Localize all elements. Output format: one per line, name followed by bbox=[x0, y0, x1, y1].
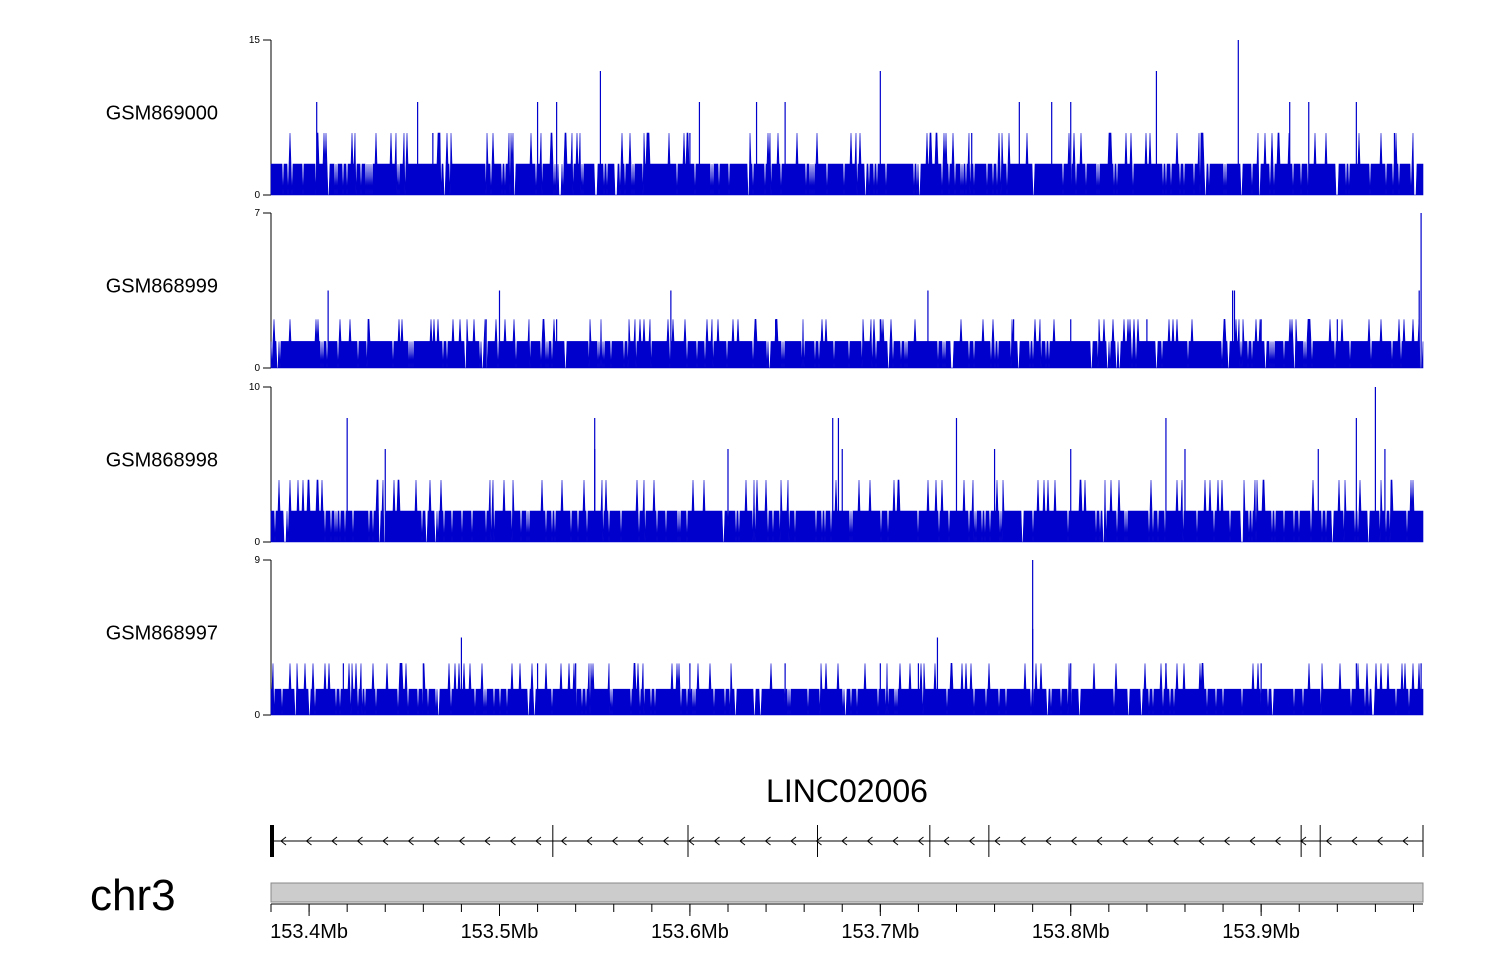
chromosome-bar bbox=[270, 882, 1424, 903]
y-tick-label: 10 bbox=[249, 382, 261, 393]
strand-arrow bbox=[637, 836, 644, 846]
y-tick-label: 7 bbox=[254, 208, 260, 219]
strand-arrow bbox=[407, 836, 414, 846]
x-tick-label: 153.7Mb bbox=[841, 921, 919, 943]
strand-arrow bbox=[688, 836, 695, 846]
y-tick-label: 0 bbox=[254, 537, 260, 548]
strand-arrow bbox=[1325, 836, 1332, 846]
strand-arrow bbox=[458, 836, 465, 846]
strand-arrow bbox=[662, 836, 669, 846]
strand-arrow bbox=[968, 836, 975, 846]
chromosome-label: chr3 bbox=[90, 871, 176, 920]
strand-arrow bbox=[815, 836, 822, 846]
strand-arrow bbox=[1351, 836, 1358, 846]
track-label: GSM868997 bbox=[106, 623, 218, 645]
strand-arrow bbox=[1045, 836, 1052, 846]
strand-arrow bbox=[484, 836, 491, 846]
strand-arrow bbox=[739, 836, 746, 846]
strand-arrow bbox=[790, 836, 797, 846]
strand-arrow bbox=[433, 836, 440, 846]
strand-arrow bbox=[560, 836, 567, 846]
strand-arrow bbox=[1198, 836, 1205, 846]
strand-arrow bbox=[1300, 836, 1307, 846]
strand-arrow bbox=[509, 836, 516, 846]
strand-arrow bbox=[917, 836, 924, 846]
strand-arrow bbox=[356, 836, 363, 846]
strand-arrow bbox=[535, 836, 542, 846]
strand-arrow bbox=[866, 836, 873, 846]
y-tick-label: 0 bbox=[254, 190, 260, 201]
track-GSM868997: GSM868997 9 0 bbox=[106, 555, 1424, 721]
y-tick-label: 9 bbox=[254, 555, 260, 566]
gene-model bbox=[270, 825, 1424, 857]
track-GSM868998: GSM868998 10 0 bbox=[106, 382, 1424, 548]
track-label: GSM869000 bbox=[106, 103, 218, 125]
strand-arrow bbox=[994, 836, 1001, 846]
x-tick-label: 153.6Mb bbox=[651, 921, 729, 943]
strand-arrow bbox=[943, 836, 950, 846]
strand-arrow bbox=[1274, 836, 1281, 846]
coverage-signal bbox=[270, 663, 1424, 716]
strand-arrow bbox=[1249, 836, 1256, 846]
strand-arrow bbox=[1172, 836, 1179, 846]
strand-arrow bbox=[1147, 836, 1154, 846]
strand-arrow bbox=[382, 836, 389, 846]
strand-arrow bbox=[1070, 836, 1077, 846]
y-tick-label: 0 bbox=[254, 710, 260, 721]
gene-end-marker bbox=[270, 825, 274, 857]
strand-arrow bbox=[611, 836, 618, 846]
strand-arrow bbox=[892, 836, 899, 846]
strand-arrow bbox=[1376, 836, 1383, 846]
x-tick-label: 153.5Mb bbox=[461, 921, 539, 943]
track-GSM869000: GSM869000 15 0 bbox=[106, 35, 1424, 201]
x-tick-label: 153.8Mb bbox=[1032, 921, 1110, 943]
track-GSM868999: GSM868999 7 0 bbox=[106, 208, 1424, 374]
x-tick-label: 153.4Mb bbox=[270, 921, 348, 943]
x-tick-label: 153.9Mb bbox=[1222, 921, 1300, 943]
track-label: GSM868999 bbox=[106, 276, 218, 298]
strand-arrow bbox=[1121, 836, 1128, 846]
gene-label: LINC02006 bbox=[766, 773, 928, 809]
coverage-signal bbox=[270, 132, 1424, 196]
coverage-signal bbox=[270, 479, 1424, 543]
strand-arrow bbox=[331, 836, 338, 846]
strand-arrow bbox=[1096, 836, 1103, 846]
strand-arrow bbox=[586, 836, 593, 846]
coverage-tracks: GSM869000150GSM86899970GSM868998100GSM86… bbox=[106, 35, 1424, 721]
strand-arrow bbox=[841, 836, 848, 846]
coverage-signal bbox=[270, 318, 1424, 369]
strand-arrow bbox=[1402, 836, 1409, 846]
strand-arrow bbox=[1019, 836, 1026, 846]
genomic-axis: 153.4Mb 153.5Mb 153.6Mb 153.7Mb 153.8Mb 153.9… bbox=[270, 903, 1423, 943]
strand-arrow bbox=[1223, 836, 1230, 846]
y-tick-label: 0 bbox=[254, 363, 260, 374]
strand-arrow bbox=[280, 836, 287, 846]
y-tick-label: 15 bbox=[249, 35, 261, 46]
strand-arrow bbox=[305, 836, 312, 846]
track-label: GSM868998 bbox=[106, 450, 218, 472]
strand-arrow bbox=[764, 836, 771, 846]
strand-arrow bbox=[713, 836, 720, 846]
